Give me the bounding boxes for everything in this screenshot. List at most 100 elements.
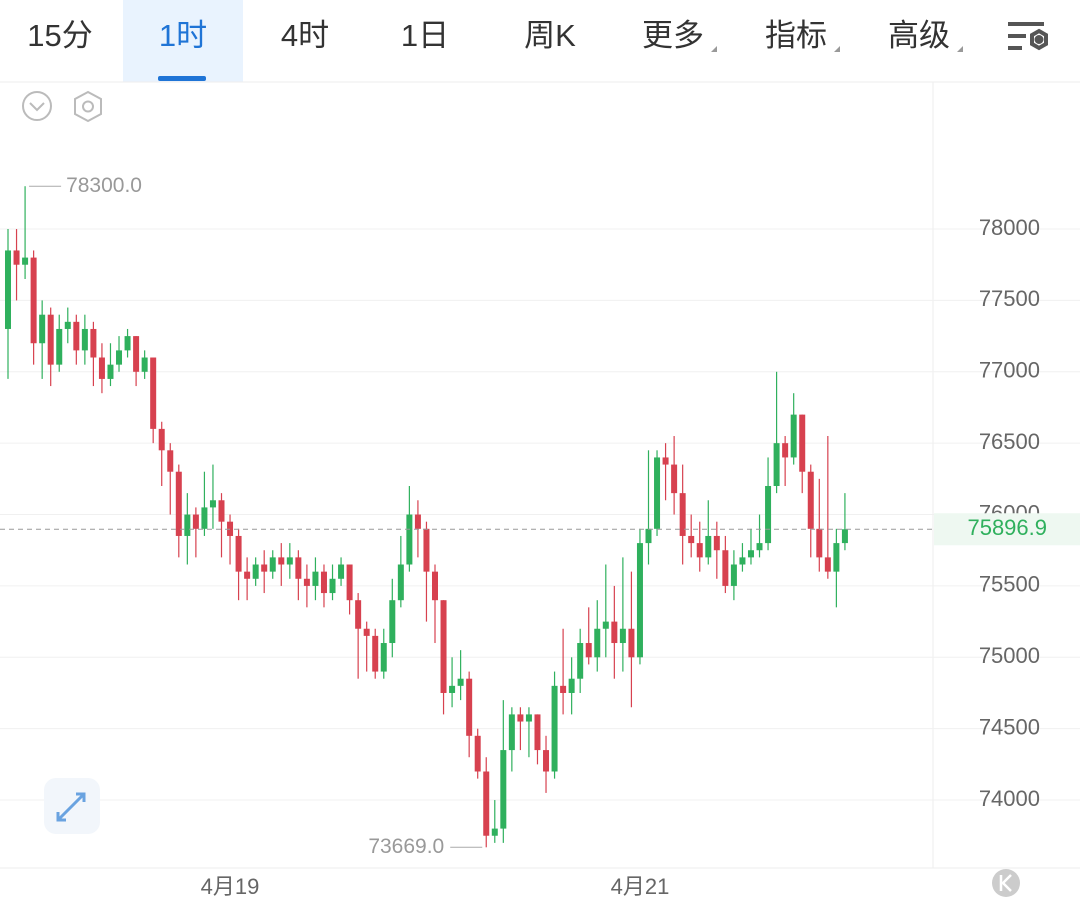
- candle-body: [286, 557, 293, 565]
- candle-body: [261, 564, 268, 572]
- candle-body: [244, 571, 251, 579]
- expand-button[interactable]: [44, 778, 100, 834]
- candle-body: [346, 564, 353, 601]
- candle-body: [218, 500, 225, 522]
- candle-body: [773, 443, 780, 486]
- candle-body: [500, 750, 507, 829]
- candle-body: [654, 457, 661, 529]
- candle-body: [662, 457, 669, 465]
- last-price-label: 75896.9: [967, 515, 1047, 540]
- candle-body: [790, 414, 797, 458]
- candle-body: [440, 600, 447, 693]
- tab[interactable]: 4时: [281, 18, 329, 53]
- indicator-icon-dot: [82, 100, 94, 113]
- grid: 7400074500750007550076000765007700077500…: [0, 215, 1080, 899]
- candle-body: [56, 328, 63, 365]
- y-tick-label: 77000: [979, 358, 1040, 383]
- candle-body: [73, 321, 80, 351]
- active-tab-bg: [123, 0, 243, 82]
- candle-body: [722, 550, 729, 586]
- tab-dropdown[interactable]: 指标: [765, 18, 827, 53]
- settings-icon[interactable]: [1008, 22, 1048, 51]
- y-tick-label: 77500: [979, 286, 1040, 311]
- candle-body: [278, 557, 285, 565]
- candle-body: [525, 714, 532, 722]
- candle-body: [679, 493, 686, 536]
- candle-body: [816, 528, 823, 558]
- candle-body: [841, 529, 848, 544]
- candle-body: [64, 321, 71, 329]
- candle-body: [713, 535, 720, 551]
- candle-body: [594, 628, 601, 658]
- candle-body: [457, 678, 464, 686]
- candle-body: [765, 485, 772, 544]
- candle-body: [534, 714, 541, 751]
- candle-body: [98, 357, 105, 379]
- candle-body: [363, 628, 370, 636]
- candle-body: [389, 600, 396, 644]
- low-annotation: 73669.0: [368, 835, 444, 858]
- candle-body: [696, 543, 703, 558]
- candle-body: [671, 464, 678, 494]
- candle-body: [619, 628, 626, 644]
- candle-body: [201, 507, 208, 529]
- candle-body: [252, 564, 259, 579]
- tab[interactable]: 1日: [401, 18, 449, 53]
- scroll-latest-button[interactable]: [992, 869, 1020, 897]
- tab[interactable]: 周K: [524, 18, 576, 53]
- candle-body: [107, 364, 114, 379]
- candle-body: [329, 578, 336, 594]
- dropdown-arrow: [711, 46, 717, 52]
- high-annotation: 78300.0: [66, 174, 142, 197]
- candle-body: [466, 678, 473, 736]
- candle-body: [175, 471, 182, 536]
- y-tick-label: 78000: [979, 215, 1040, 240]
- candle-body: [184, 514, 191, 536]
- candle-body: [227, 521, 234, 536]
- candle-body: [81, 328, 88, 351]
- candle-body: [295, 557, 302, 579]
- active-tab-indicator: [158, 76, 206, 81]
- candle-body: [543, 750, 550, 772]
- candle-body: [380, 643, 387, 672]
- tab-dropdown[interactable]: 更多: [642, 18, 704, 53]
- dropdown-arrow: [957, 46, 963, 52]
- candle-body: [560, 685, 567, 693]
- candle-body: [90, 328, 97, 358]
- tab-active[interactable]: 1时: [159, 18, 207, 53]
- y-tick-label: 76500: [979, 429, 1040, 454]
- candle-body: [116, 350, 123, 365]
- candle-body: [508, 714, 515, 751]
- tab[interactable]: 15分: [27, 18, 92, 53]
- candle-body: [312, 571, 319, 586]
- candle-body: [585, 643, 592, 658]
- candle-body: [432, 571, 438, 601]
- candle-body: [449, 685, 456, 693]
- candle-body: [192, 514, 199, 529]
- y-tick-label: 75000: [979, 643, 1040, 668]
- candle-body: [22, 257, 29, 265]
- collapse-icon[interactable]: [22, 91, 52, 121]
- candle-body: [799, 414, 806, 472]
- candle-body: [577, 643, 584, 679]
- candle-body: [491, 828, 498, 836]
- last-price-bg: [934, 513, 1080, 546]
- candle-body: [355, 600, 362, 629]
- tab-dropdown[interactable]: 高级: [888, 18, 950, 53]
- y-tick-label: 75500: [979, 572, 1040, 597]
- candle-body: [414, 514, 421, 529]
- candle-body: [730, 564, 737, 586]
- indicator-icon[interactable]: [74, 90, 102, 123]
- candle-body: [688, 535, 695, 544]
- candle-body: [628, 628, 635, 658]
- y-tick-label: 74500: [979, 714, 1040, 739]
- candle-body: [739, 557, 746, 565]
- candle-body: [756, 543, 763, 551]
- candle-body: [474, 735, 481, 772]
- candle-body: [158, 428, 165, 451]
- candle-body: [551, 685, 558, 772]
- candle-body: [141, 357, 148, 372]
- candle-body: [124, 336, 131, 351]
- candle-body: [47, 314, 54, 365]
